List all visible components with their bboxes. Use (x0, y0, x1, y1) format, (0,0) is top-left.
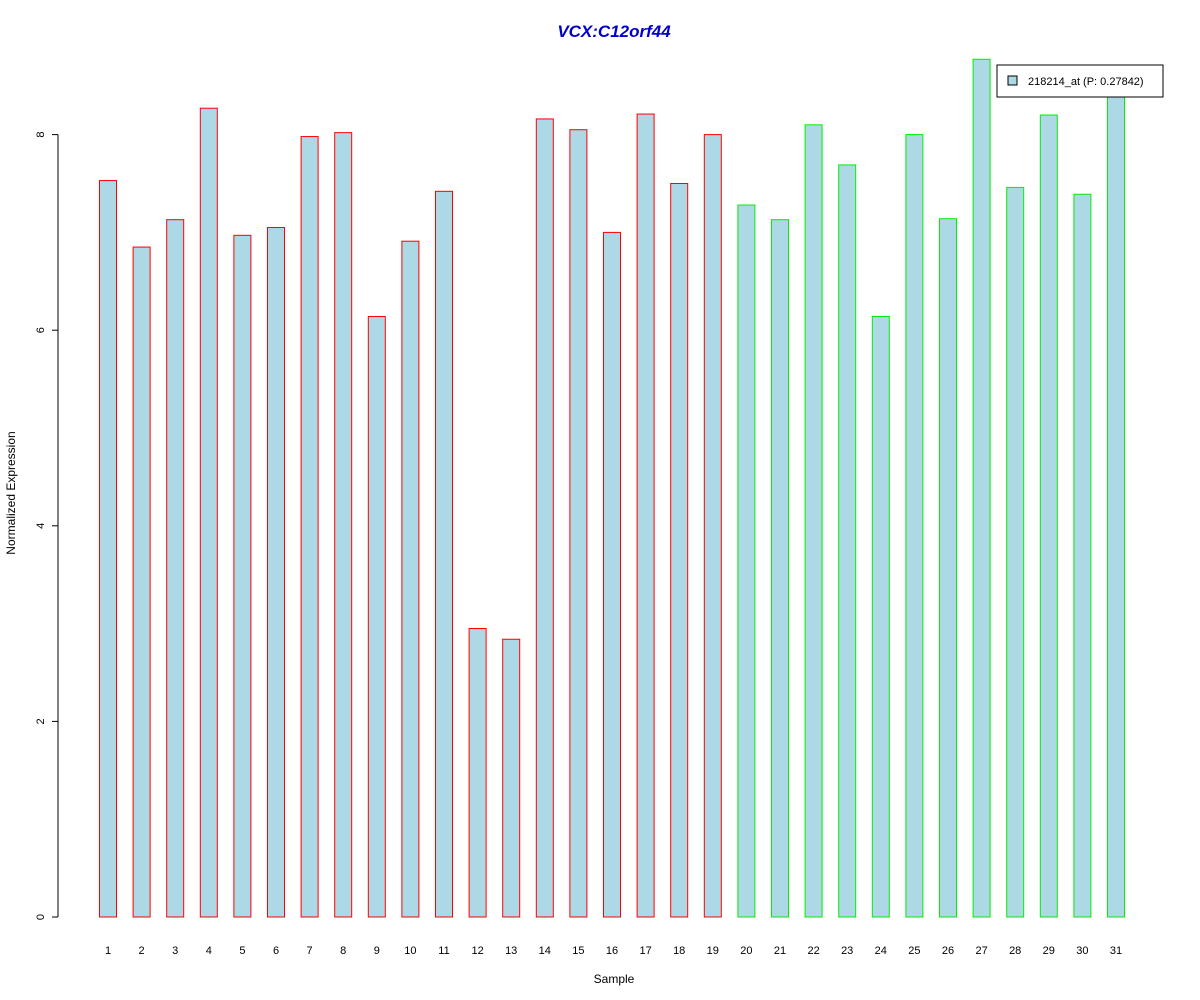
x-tick-label: 21 (774, 945, 786, 957)
x-axis-label: Sample (594, 972, 635, 986)
bar-sample-3 (166, 219, 185, 918)
x-tick-label: 7 (307, 945, 313, 957)
x-tick-label: 9 (374, 945, 380, 957)
x-tick-label: 4 (206, 945, 212, 957)
x-tick-label: 19 (707, 945, 719, 957)
bar-sample-11 (435, 190, 453, 918)
x-tick-label: 22 (807, 945, 819, 957)
bar-sample-24 (871, 316, 890, 918)
y-tick-label: 6 (35, 327, 47, 333)
bar-sample-12 (468, 627, 487, 918)
x-tick-label: 11 (438, 945, 449, 957)
bar-sample-21 (771, 219, 789, 918)
bar-sample-18 (670, 183, 689, 918)
chart-title: VCX:C12orf44 (557, 22, 671, 41)
legend-swatch (1007, 75, 1018, 86)
x-tick-label: 8 (340, 945, 346, 957)
x-tick-label: 28 (1009, 945, 1021, 957)
x-tick-label: 18 (673, 945, 685, 957)
x-tick-label: 17 (639, 945, 651, 957)
bar-sample-27 (972, 58, 991, 918)
x-tick-label: 3 (172, 945, 178, 957)
x-tick-label: 12 (471, 945, 483, 957)
bar-sample-31 (1107, 93, 1125, 918)
x-tick-label: 26 (942, 945, 954, 957)
bar-sample-28 (1006, 186, 1025, 918)
x-tick-label: 13 (505, 945, 517, 957)
bar-sample-22 (804, 124, 823, 918)
y-tick-label: 0 (35, 914, 47, 920)
y-tick-label: 4 (35, 523, 47, 529)
bar-sample-13 (502, 638, 521, 918)
bars (99, 58, 1125, 918)
bar-sample-29 (1039, 114, 1058, 918)
bar-sample-14 (535, 118, 554, 918)
bar-sample-4 (199, 107, 218, 918)
x-tick-label: 20 (740, 945, 752, 957)
bar-sample-26 (939, 218, 957, 918)
x-tick-label: 25 (908, 945, 920, 957)
bar-sample-15 (569, 129, 588, 918)
y-axis-label: Normalized Expression (4, 431, 18, 554)
bar-sample-19 (703, 134, 722, 918)
bar-sample-9 (367, 316, 386, 918)
bar-sample-5 (233, 234, 252, 918)
bar-sample-6 (267, 227, 285, 918)
bar-sample-16 (603, 231, 621, 918)
bar-sample-10 (401, 240, 420, 918)
bar-sample-23 (838, 164, 857, 918)
y-axis: 0 2 4 6 8 (35, 132, 59, 920)
x-tick-label: 16 (606, 945, 618, 957)
bar-sample-25 (905, 134, 924, 918)
x-tick-label: 15 (572, 945, 584, 957)
bar-sample-1 (99, 180, 117, 918)
x-tick-label: 6 (273, 945, 279, 957)
legend: 218214_at (P: 0.27842) (996, 64, 1164, 98)
bar-sample-17 (636, 113, 655, 918)
x-tick-label: 31 (1110, 945, 1122, 957)
x-tick-label: 24 (875, 945, 887, 957)
x-tick-label: 1 (105, 945, 111, 957)
legend-box (996, 64, 1164, 98)
y-tick-label: 2 (35, 718, 47, 724)
y-tick-label: 8 (35, 132, 47, 138)
bar-sample-2 (132, 246, 151, 918)
bar-sample-7 (300, 136, 319, 918)
x-tick-label: 30 (1076, 945, 1088, 957)
x-tick-label: 14 (539, 945, 551, 957)
legend-entry: 218214_at (P: 0.27842) (1028, 76, 1144, 88)
x-tick-label: 10 (404, 945, 416, 957)
bar-sample-30 (1073, 193, 1092, 918)
bar-sample-20 (737, 204, 756, 918)
bar-sample-8 (334, 132, 353, 918)
x-tick-label: 2 (139, 945, 145, 957)
x-tick-label: 27 (975, 945, 987, 957)
x-tick-label: 23 (841, 945, 853, 957)
x-tick-label: 29 (1043, 945, 1055, 957)
x-tick-label: 5 (239, 945, 245, 957)
x-tick-labels: 1 2 3 4 5 6 7 8 9 10 11 12 13 14 15 16 17 18 19 20 21 22 23 24 2… (105, 945, 1122, 957)
